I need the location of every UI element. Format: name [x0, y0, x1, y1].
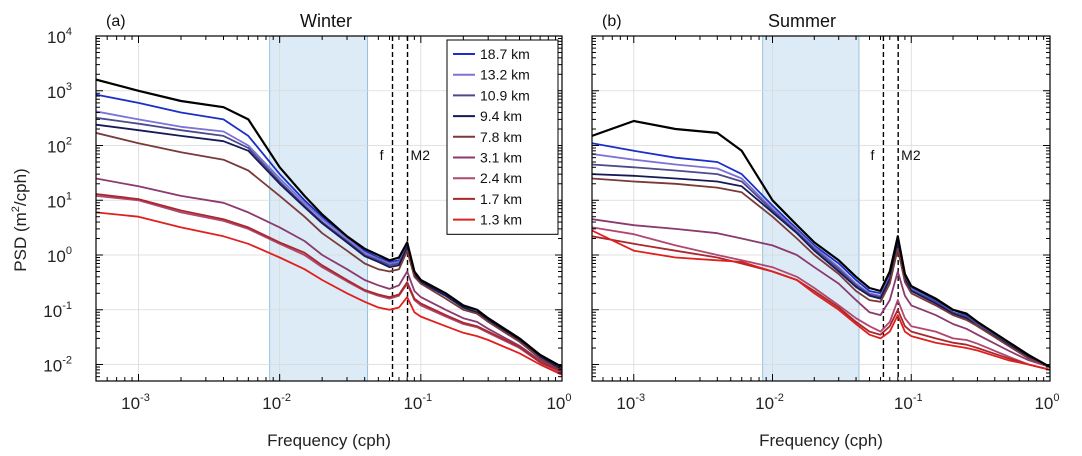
- legend-entry: 9.4 km: [480, 108, 522, 124]
- chart-title: Winter: [300, 11, 352, 31]
- legend-entry: 1.7 km: [480, 191, 522, 207]
- legend-entry: 2.4 km: [480, 170, 522, 186]
- y-tick-label: 103: [47, 81, 72, 102]
- legend-entry: 10.9 km: [480, 87, 530, 103]
- legend-entry: 1.3 km: [480, 212, 522, 228]
- panel-label: (a): [106, 13, 126, 30]
- chart-summer: f M2 10-3 10-2 10-1 100 Frequency (cph) (b) Summ…: [592, 11, 1060, 450]
- shaded-band: [763, 36, 859, 381]
- x-axis-label: Frequency (cph): [267, 431, 391, 450]
- legend-entry: 7.8 km: [480, 129, 522, 145]
- x-tick-label: 100: [1034, 392, 1059, 413]
- x-tick-label: 10-1: [403, 392, 432, 413]
- y-tick-label: 101: [47, 190, 72, 211]
- legend-entry: 18.7 km: [480, 46, 530, 62]
- annotation-f: f: [871, 147, 875, 163]
- x-axis-label: Frequency (cph): [759, 431, 883, 450]
- legend-entry: 3.1 km: [480, 150, 522, 166]
- legend-entry: 13.2 km: [480, 67, 530, 83]
- panel-label: (b): [602, 13, 622, 30]
- annotation-f: f: [380, 147, 384, 163]
- chart-title: Summer: [768, 11, 836, 31]
- shaded-band: [270, 36, 368, 381]
- y-tick-label: 100: [47, 245, 72, 266]
- annotation-m2: M2: [901, 147, 921, 163]
- y-tick-label: 104: [47, 26, 72, 47]
- x-tick-label: 10-3: [121, 392, 150, 413]
- x-tick-label: 10-1: [894, 392, 923, 413]
- x-tick-label: 10-2: [262, 392, 291, 413]
- chart-winter: f M2 10-3 10-2 10-1 100 10-2 10-1 100 101 102 103 10…: [43, 11, 571, 450]
- x-tick-label: 10-2: [755, 392, 784, 413]
- y-axis-label: PSD (m2/cph): [10, 168, 30, 271]
- x-tick-label: 100: [546, 392, 571, 413]
- y-tick-label: 10-1: [43, 300, 72, 321]
- legend: 18.7 km 13.2 km 10.9 km 9.4 km 7.8 km 3.1 km 2…: [447, 40, 558, 234]
- x-tick-label: 10-3: [616, 392, 645, 413]
- y-tick-label: 102: [47, 136, 72, 157]
- annotation-m2: M2: [411, 147, 431, 163]
- y-tick-label: 10-2: [43, 355, 72, 376]
